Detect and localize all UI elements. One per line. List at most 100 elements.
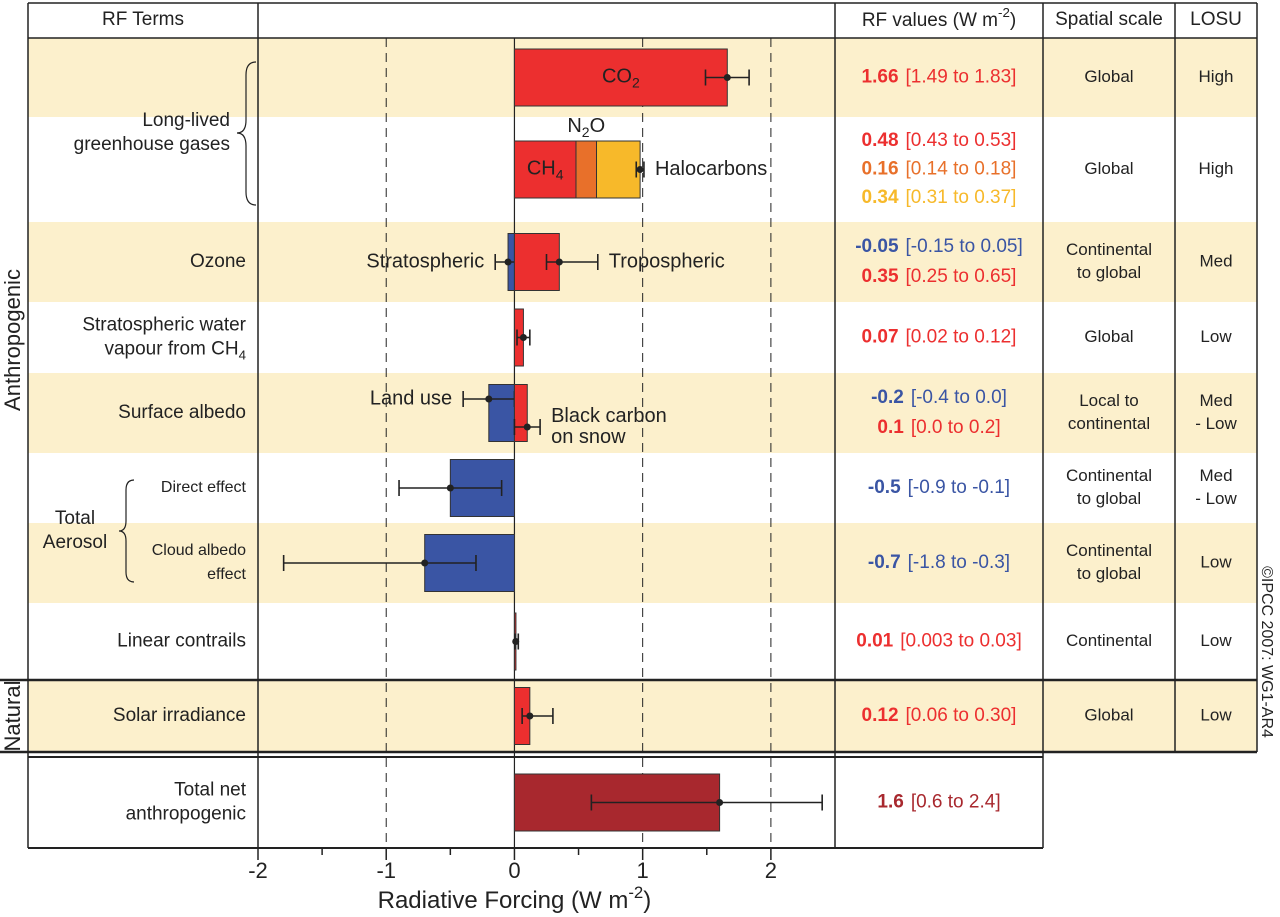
losu: Low	[1200, 705, 1232, 724]
rf-range: [0.02 to 0.12]	[906, 327, 1017, 348]
rf-value-cell: 1.66 [1.49 to 1.83]	[862, 67, 1017, 88]
header-cell-part: RF values (W m	[862, 10, 998, 31]
error-bar-dot	[421, 559, 429, 567]
error-bar-dot	[504, 258, 512, 266]
rf-range: [0.43 to 0.53]	[906, 130, 1017, 151]
error-bar-dot	[519, 334, 527, 341]
bar	[513, 384, 528, 442]
header-cell: RF Terms	[102, 9, 184, 30]
losu: Med	[1199, 251, 1232, 270]
bar-label-part: CO	[602, 66, 632, 88]
bar	[596, 140, 641, 199]
losu: Low	[1200, 631, 1232, 650]
error-bar-dot	[716, 799, 724, 806]
row-label: Long-lived	[142, 110, 230, 131]
x-tick-label: 2	[765, 858, 777, 883]
x-tick-label: -1	[376, 858, 396, 883]
row-label-part: 4	[239, 347, 246, 362]
row-label: Solar irradiance	[113, 705, 246, 726]
bar	[513, 48, 728, 107]
row-label: greenhouse gases	[74, 134, 230, 155]
brace	[118, 479, 135, 583]
rf-value-cell: 0.12 [0.06 to 0.30]	[862, 705, 1017, 726]
error-bar	[513, 419, 541, 435]
bar	[575, 140, 598, 199]
error-bar	[282, 555, 477, 571]
rf-range: [-0.15 to 0.05]	[906, 236, 1023, 257]
row-label: Cloud albedo	[152, 542, 246, 559]
losu: Med	[1199, 391, 1232, 410]
row-label-part: vapour from CH	[104, 339, 238, 360]
error-bar	[512, 633, 520, 650]
losu: - Low	[1195, 489, 1237, 508]
spatial-scale: Continental	[1066, 240, 1152, 259]
losu: Low	[1200, 552, 1232, 571]
error-bar	[704, 69, 750, 86]
rf-range: [0.6 to 2.4]	[911, 792, 1001, 813]
spatial-scale: Global	[1084, 327, 1133, 346]
row-label: Total net	[174, 780, 247, 801]
rf-range: [0.31 to 0.37]	[906, 187, 1017, 208]
rf-range: [-0.4 to 0.0]	[911, 387, 1007, 408]
bar	[513, 140, 577, 199]
spatial-scale: Continental	[1066, 631, 1152, 650]
rf-value: 0.12	[862, 705, 899, 726]
group-label: Natural	[0, 681, 25, 752]
rf-value: -0.5	[868, 477, 901, 498]
error-bar-dot	[485, 395, 493, 403]
losu: Med	[1199, 466, 1232, 485]
row-label: effect	[207, 566, 246, 583]
group-label: Anthropogenic	[0, 269, 25, 411]
x-tick-label: 0	[508, 858, 520, 883]
x-tick-label: -2	[248, 858, 268, 883]
error-bar-dot	[523, 423, 531, 431]
losu: - Low	[1195, 414, 1237, 433]
rf-value: 1.66	[862, 67, 899, 88]
error-bar-dot	[512, 638, 520, 645]
error-bar	[521, 708, 554, 724]
spatial-scale: Global	[1084, 705, 1133, 724]
rf-range: [0.14 to 0.18]	[906, 159, 1017, 180]
bar-label: Black carbon	[551, 405, 667, 427]
spatial-scale: Continental	[1066, 541, 1152, 560]
rf-range: [0.003 to 0.03]	[900, 631, 1022, 652]
spatial-scale: Local to	[1079, 391, 1139, 410]
error-bar-dot	[636, 166, 644, 173]
rf-value: 0.48	[862, 130, 899, 151]
bar-label-part: O	[590, 115, 606, 137]
row-label: vapour from CH4	[104, 339, 246, 363]
bar-label: Halocarbons	[655, 158, 767, 180]
rf-value-cell: 0.16 [0.14 to 0.18]	[862, 159, 1017, 180]
credit: ©IPCC 2007: WG1-AR4	[1258, 566, 1275, 738]
bar-label: CH4	[527, 158, 564, 182]
spatial-scale: to global	[1077, 489, 1141, 508]
rf-value-cell: -0.7 [-1.8 to -0.3]	[868, 552, 1010, 573]
rf-value-cell: -0.05 [-0.15 to 0.05]	[855, 236, 1023, 257]
bar-label-part: N	[567, 115, 581, 137]
row-label: Linear contrails	[117, 631, 246, 652]
error-bar	[398, 480, 503, 496]
bar-label: Tropospheric	[609, 250, 725, 272]
error-bar	[545, 254, 599, 270]
rf-value: 1.6	[877, 792, 903, 813]
rf-value-cell: 0.07 [0.02 to 0.12]	[862, 327, 1017, 348]
losu: High	[1199, 67, 1234, 86]
bar-label: Stratospheric	[366, 250, 484, 272]
error-bar-dot	[526, 712, 534, 720]
rf-value: 0.34	[862, 187, 899, 208]
bar	[488, 384, 515, 442]
error-bar	[635, 161, 645, 178]
error-bar	[516, 329, 531, 346]
spatial-scale: Continental	[1066, 466, 1152, 485]
rf-value-cell: 0.01 [0.003 to 0.03]	[856, 631, 1021, 652]
row-label: Aerosol	[43, 532, 107, 553]
rf-range: [0.25 to 0.65]	[906, 266, 1017, 287]
rf-value: 0.1	[877, 417, 904, 438]
spatial-scale: Global	[1084, 159, 1133, 178]
spatial-scale: to global	[1077, 263, 1141, 282]
error-bar-dot	[555, 258, 563, 266]
bar-label: on snow	[551, 426, 626, 448]
row-label: anthropogenic	[126, 804, 246, 825]
